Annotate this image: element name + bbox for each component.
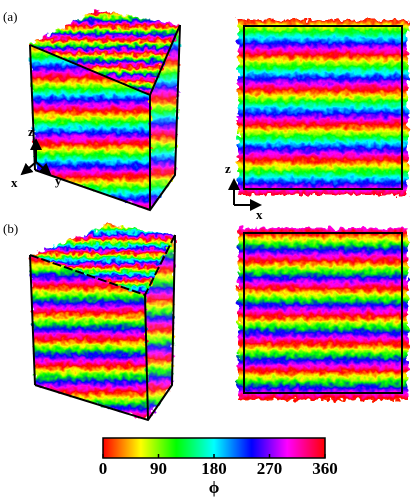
figure: (a) (b) z x y z x ϕ 0 90 180 270 360: [0, 0, 414, 499]
axis-label: y: [55, 173, 62, 188]
panel-label: (a): [3, 9, 17, 24]
cube-a: [30, 10, 180, 210]
colorbar-tick-label: 180: [201, 459, 227, 478]
colorbar-tick-label: 360: [312, 459, 338, 478]
axis-label: x: [11, 175, 18, 190]
axis-label: z: [28, 124, 34, 139]
side-view-b: [238, 228, 408, 400]
axis-label: z: [225, 161, 231, 176]
colorbar-tick-label: 270: [257, 459, 283, 478]
axis-label: x: [256, 207, 263, 222]
colorbar-tick-label: 0: [99, 459, 108, 478]
side-view-a: [238, 20, 408, 195]
panel-label: (b): [3, 221, 18, 236]
colorbar-tick-label: 90: [150, 459, 167, 478]
colorbar-label: ϕ: [209, 478, 220, 497]
